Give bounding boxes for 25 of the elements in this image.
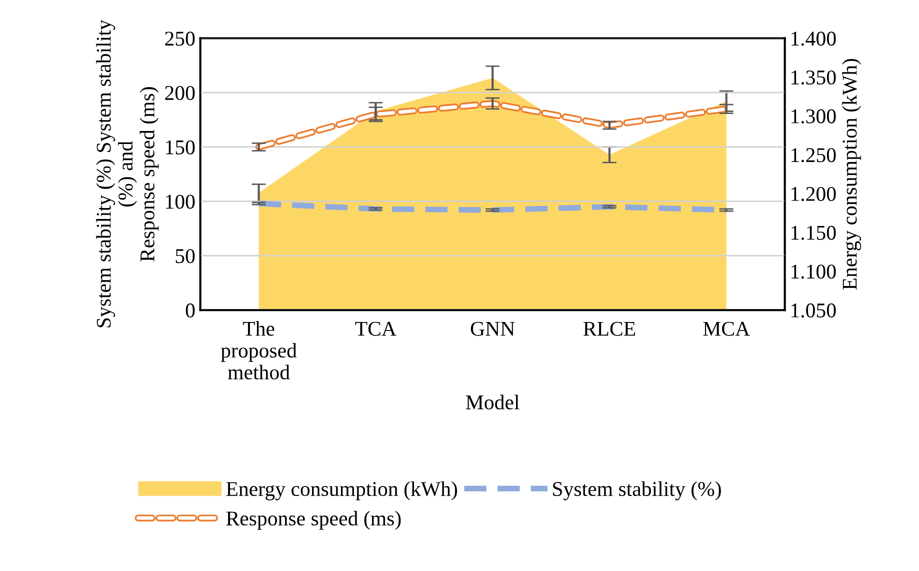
x-tick-label: TCA (355, 322, 396, 336)
y2-tick-label: 1.150 (792, 226, 836, 240)
y-axis-title: System stability (%) System stability (%) and Response speed (ms) (96, 20, 159, 328)
x-axis-title: Model (466, 394, 520, 410)
y2-tick-label: 1.350 (792, 70, 836, 85)
y2-tick-label: 1.100 (792, 264, 836, 279)
x-tick-label: The proposed method (220, 321, 297, 380)
y2-tick-label: 1.300 (792, 109, 836, 124)
legend-label: System stability (%) (553, 481, 721, 500)
legend-label: Response speed (ms) (226, 510, 401, 530)
y-tick-label: 0 (186, 303, 195, 318)
y2-axis-title: Energy consumption (kWh) (842, 58, 862, 290)
legend-label: Energy consumption (kWh) (226, 481, 458, 500)
y-tick-label: 250 (165, 32, 195, 46)
x-tick-label: GNN (470, 322, 515, 336)
y-tick-label: 50 (176, 249, 195, 264)
y-tick-label: 200 (165, 86, 195, 100)
y2-tick-label: 1.400 (792, 32, 836, 46)
y2-tick-label: 1.200 (792, 186, 836, 202)
y2-tick-label: 1.250 (792, 148, 836, 162)
y-tick-label: 150 (166, 140, 195, 154)
y2-tick-label: 1.050 (792, 303, 836, 318)
y-tick-label: 100 (166, 194, 195, 209)
x-tick-label: RLCE (583, 322, 636, 336)
x-tick-label: MCA (703, 322, 750, 336)
